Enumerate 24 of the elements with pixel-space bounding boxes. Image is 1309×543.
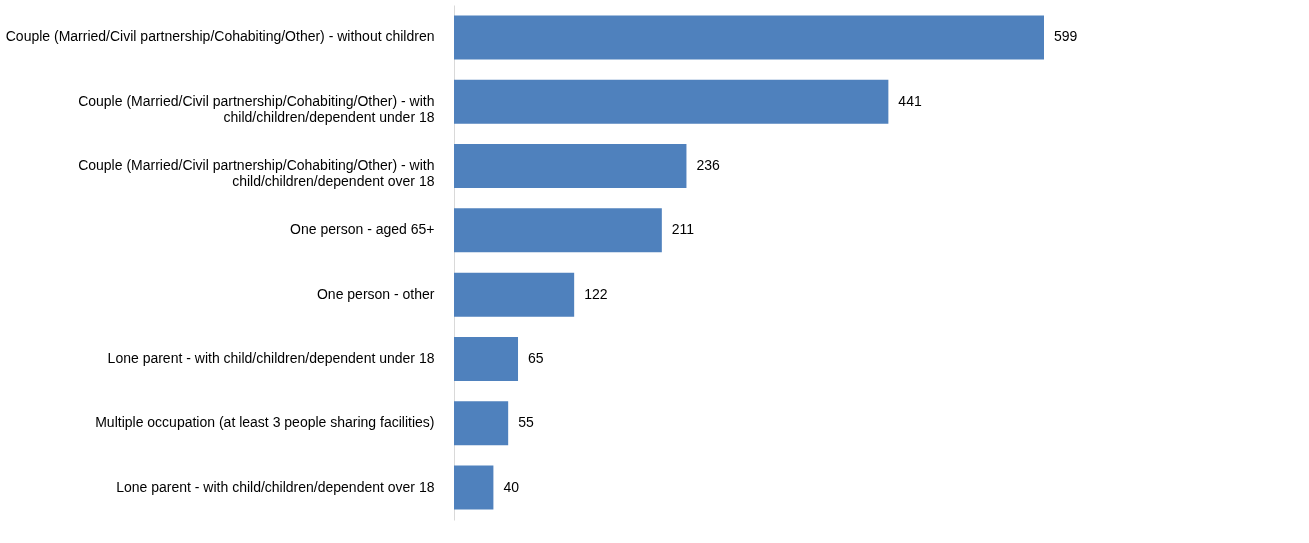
y-tick-label: Lone parent - with child/children/dependent over 18 <box>116 478 435 495</box>
y-tick-label: Couple (Married/Civil partnership/Cohabiting/Other) - with child/children/dependent over 18 <box>78 157 435 190</box>
y-tick-label: Lone parent - with child/children/dependent under 18 <box>107 349 435 366</box>
bar <box>454 144 687 189</box>
data-label: 55 <box>518 414 534 431</box>
data-label: 441 <box>898 92 922 109</box>
data-label: 122 <box>584 285 608 302</box>
bar <box>454 272 575 317</box>
bar <box>454 15 1044 60</box>
bar <box>454 401 509 446</box>
bar <box>454 79 889 124</box>
bar <box>454 465 494 510</box>
bar <box>454 336 519 381</box>
y-tick-label: One person - aged 65+ <box>290 221 435 238</box>
y-tick-label: Couple (Married/Civil partnership/Cohabiting/Other) - without children <box>5 28 435 45</box>
data-label: 65 <box>528 349 544 366</box>
y-tick-label: Multiple occupation (at least 3 people sharing facilities) <box>95 414 435 431</box>
data-label: 599 <box>1054 28 1078 45</box>
y-tick-label: One person - other <box>316 285 435 302</box>
y-tick-label: Couple (Married/Civil partnership/Cohabiting/Other) - with child/children/dependent under 18 <box>78 92 435 125</box>
bar <box>454 208 662 253</box>
data-label: 211 <box>671 221 695 238</box>
data-label: 236 <box>696 157 721 174</box>
data-label: 40 <box>503 478 520 495</box>
